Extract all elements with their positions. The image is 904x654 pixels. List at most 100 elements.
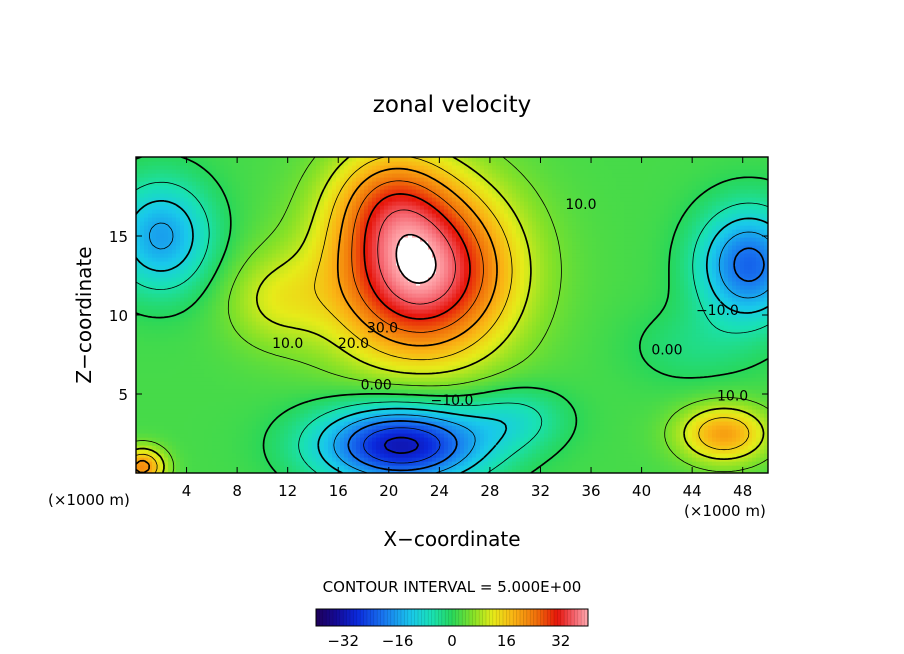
field-cell <box>688 425 693 430</box>
field-cell <box>724 465 729 470</box>
field-cell <box>252 429 257 434</box>
field-cell <box>552 405 557 410</box>
field-cell <box>200 353 205 358</box>
field-cell <box>260 377 265 382</box>
field-cell <box>280 389 285 394</box>
field-cell <box>396 373 401 378</box>
field-cell <box>428 453 433 458</box>
field-cell <box>408 429 413 434</box>
field-cell <box>684 377 689 382</box>
field-cell <box>352 373 357 378</box>
field-cell <box>408 461 413 466</box>
field-cell <box>300 409 305 414</box>
field-cell <box>536 361 541 366</box>
field-cell <box>232 453 237 458</box>
field-cell <box>656 361 661 366</box>
field-cell <box>168 353 173 358</box>
field-cell <box>516 461 521 466</box>
field-cell <box>504 373 509 378</box>
field-cell <box>396 413 401 418</box>
field-cell <box>744 441 749 446</box>
field-cell <box>356 381 361 386</box>
field-cell <box>180 377 185 382</box>
field-cell <box>204 425 209 430</box>
field-cell <box>548 393 553 398</box>
field-cell <box>580 381 585 386</box>
field-cell <box>544 353 549 358</box>
field-cell <box>240 369 245 374</box>
field-cell <box>368 429 373 434</box>
field-cell <box>224 457 229 462</box>
field-cell <box>556 357 561 362</box>
field-cell <box>520 461 525 466</box>
field-cell <box>456 417 461 422</box>
field-cell <box>220 457 225 462</box>
field-cell <box>644 445 649 450</box>
field-cell <box>644 349 649 354</box>
field-cell <box>408 441 413 446</box>
field-cell <box>448 429 453 434</box>
field-cell <box>340 357 345 362</box>
field-cell <box>508 381 513 386</box>
field-cell <box>684 401 689 406</box>
field-cell <box>284 373 289 378</box>
field-cell <box>608 377 613 382</box>
field-cell <box>172 405 177 410</box>
field-cell <box>492 465 497 470</box>
field-cell <box>536 381 541 386</box>
field-cell <box>380 441 385 446</box>
field-cell <box>724 437 729 442</box>
field-cell <box>172 345 177 350</box>
field-cell <box>612 421 617 426</box>
field-cell <box>536 469 541 473</box>
field-cell <box>308 377 313 382</box>
field-cell <box>440 353 445 358</box>
field-cell <box>360 357 365 362</box>
field-cell <box>380 469 385 473</box>
field-cell <box>680 349 685 354</box>
field-cell <box>404 425 409 430</box>
field-cell <box>516 425 521 430</box>
field-cell <box>284 397 289 402</box>
field-cell <box>404 373 409 378</box>
field-cell <box>220 437 225 442</box>
field-cell <box>720 441 725 446</box>
field-cell <box>160 437 165 442</box>
field-cell <box>604 401 609 406</box>
field-cell <box>212 385 217 390</box>
field-cell <box>376 417 381 422</box>
field-cell <box>232 377 237 382</box>
field-cell <box>636 429 641 434</box>
field-cell <box>444 461 449 466</box>
field-cell <box>392 405 397 410</box>
field-cell <box>632 397 637 402</box>
field-cell <box>352 353 357 358</box>
field-cell <box>316 349 321 354</box>
field-cell <box>292 417 297 422</box>
field-cell <box>212 353 217 358</box>
field-cell <box>268 361 273 366</box>
field-cell <box>188 361 193 366</box>
field-cell <box>700 357 705 362</box>
field-cell <box>156 417 161 422</box>
field-cell <box>412 441 417 446</box>
field-cell <box>580 357 585 362</box>
field-cell <box>508 413 513 418</box>
field-cell <box>412 349 417 354</box>
field-cell <box>760 349 765 354</box>
field-cell <box>140 425 145 430</box>
field-cell <box>452 385 457 390</box>
field-cell <box>192 377 197 382</box>
field-cell <box>156 353 161 358</box>
field-cell <box>240 381 245 386</box>
field-cell <box>568 441 573 446</box>
field-cell <box>424 353 429 358</box>
field-cell <box>196 441 201 446</box>
field-cell <box>144 465 149 470</box>
field-cell <box>248 373 253 378</box>
field-cell <box>172 389 177 394</box>
field-cell <box>564 433 569 438</box>
field-cell <box>584 381 589 386</box>
field-cell <box>176 441 181 446</box>
field-cell <box>152 465 157 470</box>
